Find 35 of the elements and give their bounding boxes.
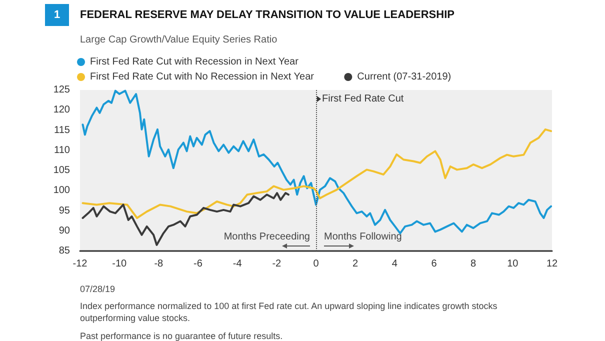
y-tick-label: 120: [53, 104, 70, 116]
x-tick-label: 4: [392, 258, 398, 270]
y-tick-label: 105: [53, 165, 70, 176]
chart-title: FEDERAL RESERVE MAY DELAY TRANSITION TO VALUE LEADERSHIP: [80, 9, 454, 21]
y-tick-label: 100: [53, 185, 70, 196]
x-tick-label: -2: [272, 258, 282, 270]
x-tick-label: 10: [507, 258, 519, 270]
text: Past performance is no guarantee of future results.: [80, 331, 283, 341]
y-tick-label: 85: [58, 246, 70, 256]
legend-label: First Fed Rate Cut with Recession in Next Year: [90, 56, 300, 68]
x-tick-label: 12: [546, 258, 558, 270]
x-tick-label: 0: [313, 258, 320, 270]
legend-label: Current (07-31-2019): [357, 72, 452, 82]
y-tick-label: 95: [58, 205, 70, 216]
x-tick-label: 8: [470, 258, 477, 270]
legend-label: First Fed Rate Cut with No Recession in Next Year: [90, 72, 315, 82]
x-tick-label: -4: [232, 258, 242, 270]
annotation: Months Preceeding: [224, 232, 310, 242]
x-tick-label: -6: [194, 258, 203, 270]
annotation: Months Following: [324, 232, 402, 242]
ref-line-label: First Fed Rate Cut: [322, 94, 404, 104]
x-tick-label: -12: [72, 258, 88, 270]
chart-subtitle: Large Cap Growth/Value Equity Series Ratio: [80, 34, 278, 46]
y-tick-label: 115: [54, 124, 70, 136]
text: Index performance normalized to 100 at first Fed rate cut. An upward sloping line indicates growth stocks outperforming value stocks.: [80, 301, 500, 323]
x-tick-label: 6: [431, 258, 438, 270]
line-series: [82, 128, 552, 219]
x-tick-label: -8: [154, 258, 164, 270]
y-tick-label: 90: [58, 225, 70, 236]
y-tick-label: 110: [54, 144, 70, 156]
x-tick-label: -10: [112, 258, 127, 270]
y-tick-label: 125: [53, 84, 70, 96]
x-tick-label: 2: [352, 258, 359, 270]
text: 07/28/19: [80, 284, 116, 294]
text: 1: [54, 9, 60, 21]
